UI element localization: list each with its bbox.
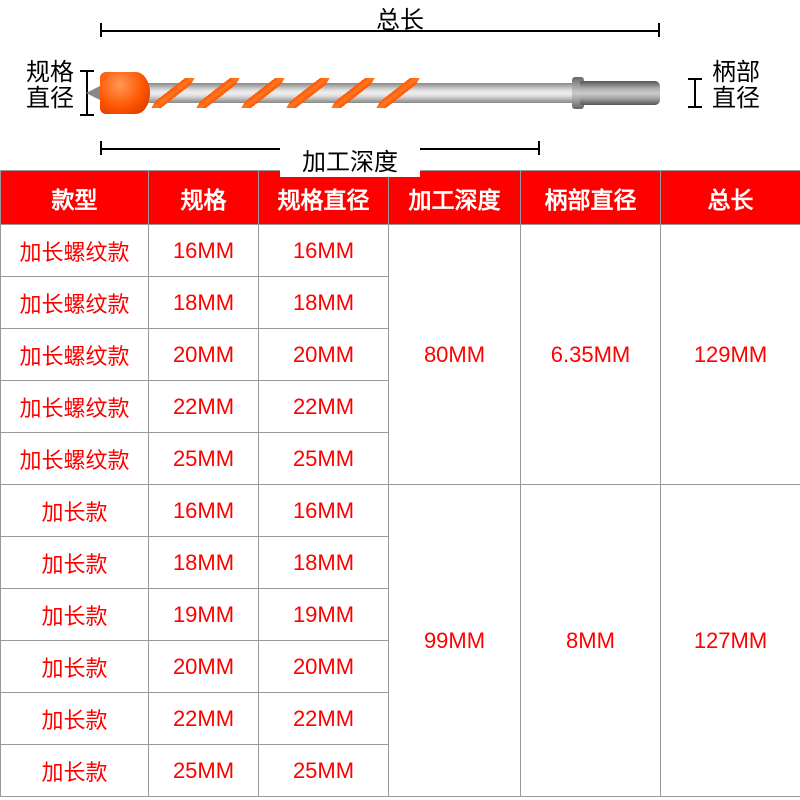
cell-spec-dia: 22MM	[259, 381, 389, 433]
spec-table: 款型 规格 规格直径 加工深度 柄部直径 总长 加长螺纹款16MM16MM80M…	[0, 170, 800, 797]
drill-head	[100, 72, 150, 114]
dim-tick	[658, 23, 660, 37]
cell-shank-dia: 6.35MM	[521, 225, 661, 485]
col-header-model: 款型	[1, 171, 149, 225]
total-length-label: 总长	[340, 0, 460, 35]
cell-spec: 20MM	[149, 641, 259, 693]
cell-model: 加长款	[1, 745, 149, 797]
cell-model: 加长螺纹款	[1, 277, 149, 329]
cell-shank-dia: 8MM	[521, 485, 661, 797]
table-body: 加长螺纹款16MM16MM80MM6.35MM129MM加长螺纹款18MM18M…	[1, 225, 800, 797]
shank-diameter-label-l1: 柄部	[712, 59, 760, 86]
table-row: 加长螺纹款16MM16MM80MM6.35MM129MM	[1, 225, 800, 277]
cell-spec-dia: 20MM	[259, 329, 389, 381]
col-header-work-depth: 加工深度	[389, 171, 521, 225]
drill-tip	[86, 86, 100, 100]
cell-work-depth: 80MM	[389, 225, 521, 485]
spec-diameter-label-l2: 直径	[26, 85, 74, 112]
cell-model: 加长螺纹款	[1, 329, 149, 381]
table-header-row: 款型 规格 规格直径 加工深度 柄部直径 总长	[1, 171, 800, 225]
drill-diagram: 总长 规格 直径 柄部 直径 加工深度	[0, 0, 800, 170]
cell-model: 加长款	[1, 589, 149, 641]
cell-spec: 25MM	[149, 745, 259, 797]
cell-model: 加长款	[1, 641, 149, 693]
work-depth-label: 加工深度	[280, 142, 420, 177]
dim-tick	[80, 114, 94, 116]
dim-tick	[538, 141, 540, 155]
cell-spec: 22MM	[149, 693, 259, 745]
cell-spec: 20MM	[149, 329, 259, 381]
cell-work-depth: 99MM	[389, 485, 521, 797]
col-header-spec: 规格	[149, 171, 259, 225]
shank-diameter-label: 柄部 直径	[706, 60, 766, 113]
cell-model: 加长螺纹款	[1, 381, 149, 433]
cell-spec-dia: 25MM	[259, 433, 389, 485]
dim-tick	[688, 78, 702, 80]
cell-spec: 18MM	[149, 537, 259, 589]
cell-spec-dia: 16MM	[259, 225, 389, 277]
table-row: 加长款16MM16MM99MM8MM127MM	[1, 485, 800, 537]
shank-diameter-label-l2: 直径	[712, 85, 760, 112]
col-header-total-len: 总长	[661, 171, 800, 225]
cell-model: 加长螺纹款	[1, 433, 149, 485]
cell-spec: 18MM	[149, 277, 259, 329]
shank-hex	[580, 81, 660, 105]
cell-spec-dia: 19MM	[259, 589, 389, 641]
cell-spec: 22MM	[149, 381, 259, 433]
cell-model: 加长款	[1, 485, 149, 537]
col-header-shank-dia: 柄部直径	[521, 171, 661, 225]
dim-tick	[100, 23, 102, 37]
cell-model: 加长螺纹款	[1, 225, 149, 277]
cell-spec-dia: 20MM	[259, 641, 389, 693]
drill-bit-illustration	[100, 72, 660, 114]
cell-model: 加长款	[1, 537, 149, 589]
dim-tick	[80, 70, 94, 72]
cell-total-len: 129MM	[661, 225, 800, 485]
cell-spec-dia: 18MM	[259, 277, 389, 329]
cell-spec: 16MM	[149, 225, 259, 277]
cell-spec: 16MM	[149, 485, 259, 537]
col-header-spec-dia: 规格直径	[259, 171, 389, 225]
dim-tick	[688, 106, 702, 108]
cell-spec-dia: 18MM	[259, 537, 389, 589]
cell-spec: 19MM	[149, 589, 259, 641]
cell-spec-dia: 16MM	[259, 485, 389, 537]
spec-diameter-label-l1: 规格	[26, 59, 74, 86]
cell-model: 加长款	[1, 693, 149, 745]
cell-spec-dia: 22MM	[259, 693, 389, 745]
shank-dia-dim-line	[694, 78, 696, 108]
cell-spec-dia: 25MM	[259, 745, 389, 797]
cell-total-len: 127MM	[661, 485, 800, 797]
dim-tick	[100, 141, 102, 155]
spec-diameter-label: 规格 直径	[20, 60, 80, 113]
cell-spec: 25MM	[149, 433, 259, 485]
